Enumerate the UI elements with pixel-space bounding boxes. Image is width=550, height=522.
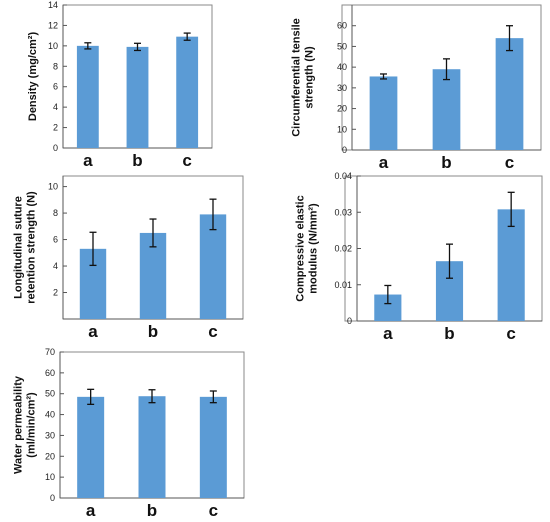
y-axis-title: Longitudinal suture (13, 196, 25, 299)
category-label-b: b (148, 322, 158, 341)
y-tick-label: 30 (45, 430, 55, 440)
y-tick-label: 6 (53, 82, 58, 92)
y-axis-title: (ml/min/cm²) (26, 392, 38, 458)
bar-a (77, 396, 105, 498)
category-label-a: a (88, 322, 98, 341)
y-axis-title: Density (mg/cm²) (27, 32, 39, 122)
category-label-a: a (83, 151, 93, 170)
bar-c (199, 214, 227, 319)
y-tick-label: 70 (45, 347, 55, 357)
y-axis-title: Circumferential tensile (291, 18, 303, 137)
category-label-c: c (506, 324, 515, 343)
category-label-b: b (444, 324, 454, 343)
category-label-c: c (209, 501, 218, 520)
y-tick-label: 6 (53, 235, 58, 245)
y-tick-label: 30 (337, 83, 347, 93)
bar-b (126, 46, 149, 148)
category-label-a: a (379, 153, 389, 172)
y-tick-label: 2 (53, 123, 58, 133)
y-tick-label: 20 (45, 451, 55, 461)
y-tick-label: 20 (337, 104, 347, 114)
y-tick-label: 14 (48, 0, 58, 10)
category-label-b: b (441, 153, 451, 172)
category-label-b: b (147, 501, 157, 520)
bar-c (176, 36, 199, 148)
y-axis-title: Water permeability (13, 375, 25, 474)
category-label-a: a (383, 324, 393, 343)
y-tick-label: 0 (347, 316, 352, 326)
y-tick-label: 50 (45, 389, 55, 399)
category-label-b: b (132, 151, 142, 170)
bar-c (497, 209, 525, 321)
chart-panel-3: 2 4 6 8 10 a b c Longitudinal suture retention st… (13, 175, 244, 341)
chart-panel-5: 0 10 20 30 40 50 60 70 a b c Water permeability (ml/… (13, 347, 245, 520)
y-tick-label: 10 (45, 472, 55, 482)
bar-b (138, 396, 166, 498)
y-tick-label: 0 (53, 143, 58, 153)
y-axis-title: modulus (N/mm²) (308, 203, 320, 294)
y-tick-label: 0.01 (334, 280, 352, 290)
chart-panel-1: 0 2 4 6 8 10 12 14 a b c Density (mg/cm²) (27, 0, 213, 170)
bar-c (199, 396, 227, 498)
y-tick-label: 4 (53, 261, 58, 271)
category-label-a: a (86, 501, 96, 520)
y-tick-label: 40 (337, 62, 347, 72)
y-tick-label: 8 (53, 61, 58, 71)
y-tick-label: 0.03 (334, 207, 352, 217)
y-tick-label: 12 (48, 20, 58, 30)
chart-panel-2: 0 10 20 30 40 50 60 a b c Circumferential tensile s… (291, 4, 542, 172)
y-tick-label: 0 (50, 493, 55, 503)
bar-a (76, 45, 99, 148)
y-tick-label: 0 (342, 145, 347, 155)
y-axis-title: strength (N) (304, 46, 316, 109)
y-tick-label: 0.04 (334, 171, 352, 181)
y-tick-label: 10 (337, 124, 347, 134)
y-tick-label: 40 (45, 410, 55, 420)
y-axis-title: Compressive elastic (295, 195, 307, 301)
y-tick-label: 10 (48, 41, 58, 51)
y-tick-label: 2 (53, 288, 58, 298)
chart-panel-4: 0 0.01 0.02 0.03 0.04 a b c Compressive elastic m… (295, 171, 543, 343)
category-label-c: c (182, 151, 191, 170)
bar-c (495, 38, 524, 151)
y-tick-label: 8 (53, 208, 58, 218)
y-tick-label: 60 (45, 368, 55, 378)
y-tick-label: 50 (337, 41, 347, 51)
y-tick-label: 0.02 (334, 244, 352, 254)
category-label-c: c (505, 153, 514, 172)
y-tick-label: 4 (53, 102, 58, 112)
bar-b (432, 69, 461, 150)
y-tick-label: 60 (337, 21, 347, 31)
bar-a (369, 76, 398, 150)
y-tick-label: 10 (48, 182, 58, 192)
category-label-c: c (208, 322, 217, 341)
y-axis-title: retention strength (N) (26, 191, 38, 304)
